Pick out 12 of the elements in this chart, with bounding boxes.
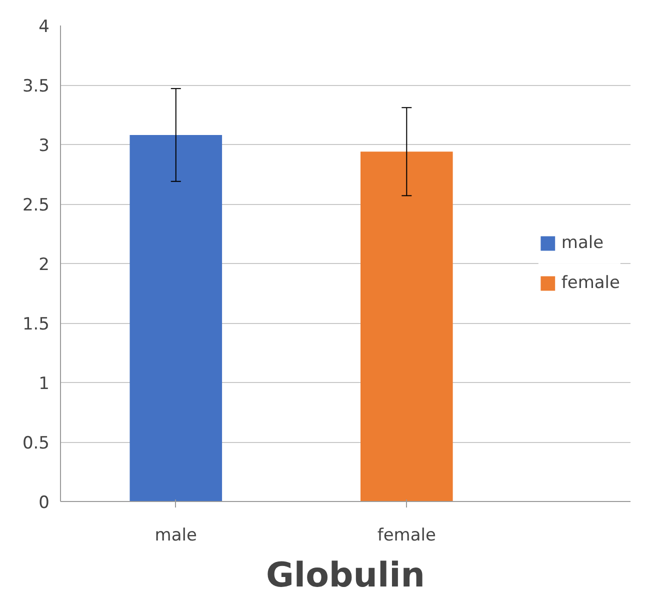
y-tick-label: 0.5: [22, 434, 50, 454]
y-tick-label: 2.5: [22, 196, 50, 216]
text: Globulin: [266, 556, 425, 596]
y-tick-label: 3: [38, 136, 50, 156]
y-tick-label: 3.5: [22, 76, 50, 96]
y-tick-label: 1.5: [22, 314, 50, 334]
y-tick-label: 1: [38, 374, 50, 394]
y-tick-label: 0: [38, 493, 50, 513]
legend-label: male: [561, 233, 604, 253]
legend-label: female: [561, 273, 620, 293]
y-tick-label: 2: [38, 255, 50, 275]
y-tick-label: 4: [38, 17, 50, 37]
